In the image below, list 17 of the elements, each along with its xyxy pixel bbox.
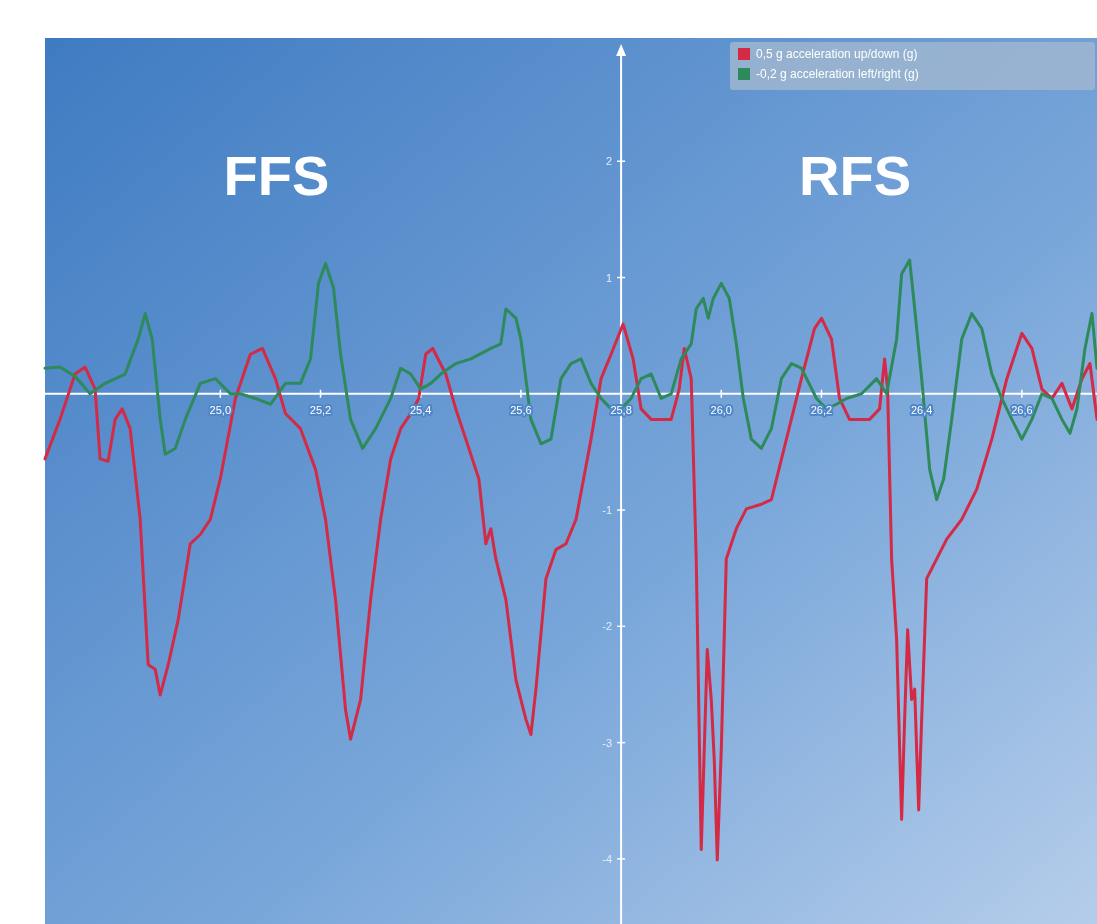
line-series	[43, 316, 1097, 862]
y-tick-label: 1	[605, 271, 613, 284]
x-tick-label: 26,0	[710, 403, 732, 416]
x-tick-label: 25,2	[309, 403, 332, 416]
x-tick-label: 26,2	[810, 403, 833, 416]
annotation: RFS	[799, 144, 912, 207]
y-tick-label: -2	[602, 620, 613, 633]
legend-label: 0,5 g acceleration up/down (g)	[756, 47, 918, 61]
x-tick-label: 25,0	[209, 403, 232, 416]
annotation: FFS	[223, 144, 330, 207]
y-tick-label: 2	[605, 155, 613, 168]
line-series	[43, 258, 1097, 502]
x-tick-label: 26,6	[1011, 403, 1033, 416]
legend-label: -0,2 g acceleration left/right (g)	[756, 67, 919, 81]
y-tick-label: -1	[602, 504, 613, 517]
y-tick-label: -3	[602, 736, 613, 749]
y-tick-label: -4	[602, 852, 613, 865]
